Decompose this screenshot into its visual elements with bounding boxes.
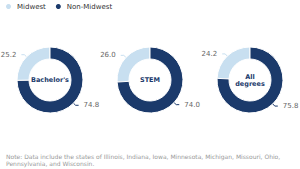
svg-text:74.0: 74.0 <box>184 101 200 109</box>
svg-text:75.8: 75.8 <box>283 102 299 110</box>
svg-text:Note: Data include the states: Note: Data include the states of Illinoi… <box>6 153 283 160</box>
svg-text:Non-Midwest: Non-Midwest <box>67 3 113 11</box>
svg-text:Bachelor's: Bachelor's <box>31 76 69 84</box>
svg-text:Pennsylvania, and Wisconsin.: Pennsylvania, and Wisconsin. <box>6 160 94 168</box>
svg-text:All: All <box>245 72 255 81</box>
svg-text:74.8: 74.8 <box>84 101 100 109</box>
svg-text:Midwest: Midwest <box>17 3 46 11</box>
svg-text:STEM: STEM <box>140 76 160 84</box>
svg-text:degrees: degrees <box>235 80 265 88</box>
svg-text:24.2: 24.2 <box>202 50 218 58</box>
svg-text:25.2: 25.2 <box>1 51 17 59</box>
svg-text:26.0: 26.0 <box>100 51 116 59</box>
